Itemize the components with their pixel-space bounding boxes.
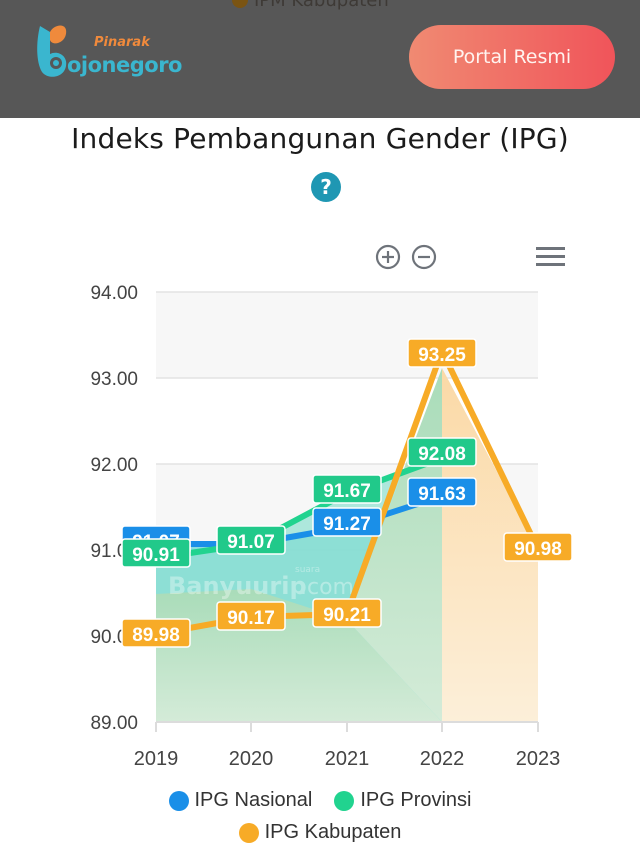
svg-text:92.08: 92.08 (418, 444, 466, 465)
data-label-provinsi-2021: 91.67 (312, 474, 382, 504)
data-label-provinsi-2022: 92.08 (407, 437, 477, 467)
ghost-legend-label: IPM Kabupaten (254, 0, 389, 11)
chart-legend-row-2: IPG Kabupaten (0, 821, 640, 844)
site-logo[interactable]: Pinarak ojonegoro (34, 22, 194, 82)
svg-text:90.17: 90.17 (227, 608, 275, 629)
legend-item-nasional[interactable]: IPG Nasional (168, 789, 313, 812)
help-icon[interactable]: ? (311, 172, 341, 202)
legend-item-kabupaten[interactable]: IPG Kabupaten (238, 821, 402, 844)
svg-text:89.00: 89.00 (90, 713, 138, 734)
nasional-line (156, 493, 443, 547)
watermark: suara Banyuurip .com (168, 565, 354, 600)
svg-text:91.27: 91.27 (323, 514, 371, 535)
page-title: Indeks Pembangunan Gender (IPG) (71, 122, 569, 155)
data-label-nasional-2021: 91.27 (312, 507, 382, 537)
svg-text:suara: suara (295, 565, 320, 575)
plot-band (156, 292, 538, 378)
data-label-nasional-2022: 91.63 (407, 477, 477, 507)
svg-text:93.00: 93.00 (90, 369, 138, 390)
legend-label: IPG Nasional (194, 789, 313, 811)
svg-text:Pinarak: Pinarak (94, 35, 151, 50)
legend-label: IPG Kabupaten (264, 821, 402, 843)
svg-text:91.63: 91.63 (418, 484, 466, 505)
svg-text:91.67: 91.67 (323, 481, 371, 502)
legend-label: IPG Provinsi (360, 789, 472, 811)
svg-text:92.00: 92.00 (90, 455, 138, 476)
svg-text:2020: 2020 (229, 748, 274, 770)
svg-text:Banyuurip: Banyuurip (168, 572, 307, 600)
data-label-provinsi-2019: 90.91 (121, 538, 191, 568)
data-label-provinsi-2020: 91.07 (216, 525, 286, 555)
chart-legend-row-1: IPG Nasional IPG Provinsi (0, 789, 640, 812)
y-axis: 94.00 93.00 92.00 91.00 90.00 89.00 (90, 283, 138, 734)
zoom-in-icon[interactable] (375, 244, 401, 270)
legend-dot-icon (334, 790, 355, 811)
svg-text:2019: 2019 (134, 748, 179, 770)
svg-text:91.07: 91.07 (227, 532, 275, 553)
svg-text:2022: 2022 (420, 748, 465, 770)
data-label-kabupaten-2023: 90.98 (503, 532, 573, 562)
data-label-kabupaten-2020: 90.17 (216, 601, 286, 631)
svg-text:.com: .com (300, 575, 354, 600)
svg-text:94.00: 94.00 (90, 283, 138, 304)
site-header: IPM Kabupaten Pinarak ojonegoro Portal R… (0, 0, 640, 118)
svg-text:2021: 2021 (325, 748, 370, 770)
legend-item-provinsi[interactable]: IPG Provinsi (334, 789, 472, 812)
legend-dot-icon (232, 0, 248, 8)
portal-resmi-button[interactable]: Portal Resmi (409, 25, 615, 89)
svg-text:2023: 2023 (516, 748, 561, 770)
x-axis: 2019 2020 2021 2022 2023 (134, 748, 561, 770)
data-label-kabupaten-2022: 93.25 (407, 338, 477, 368)
legend-dot-icon (238, 822, 259, 843)
data-label-kabupaten-2019: 89.98 (121, 618, 191, 648)
svg-text:90.21: 90.21 (323, 605, 371, 626)
x-axis-ticks (155, 722, 539, 732)
data-label-kabupaten-2021: 90.21 (312, 598, 382, 628)
svg-text:90.98: 90.98 (514, 539, 562, 560)
svg-text:93.25: 93.25 (418, 345, 466, 366)
svg-text:ojonegoro: ojonegoro (67, 53, 182, 77)
svg-text:89.98: 89.98 (132, 625, 180, 646)
ghost-legend-item: IPM Kabupaten (232, 0, 389, 11)
legend-dot-icon (168, 790, 189, 811)
svg-text:90.91: 90.91 (132, 545, 180, 566)
hamburger-menu-icon[interactable] (536, 246, 566, 268)
logo-icon: Pinarak ojonegoro (37, 25, 183, 77)
zoom-out-icon[interactable] (411, 244, 437, 270)
